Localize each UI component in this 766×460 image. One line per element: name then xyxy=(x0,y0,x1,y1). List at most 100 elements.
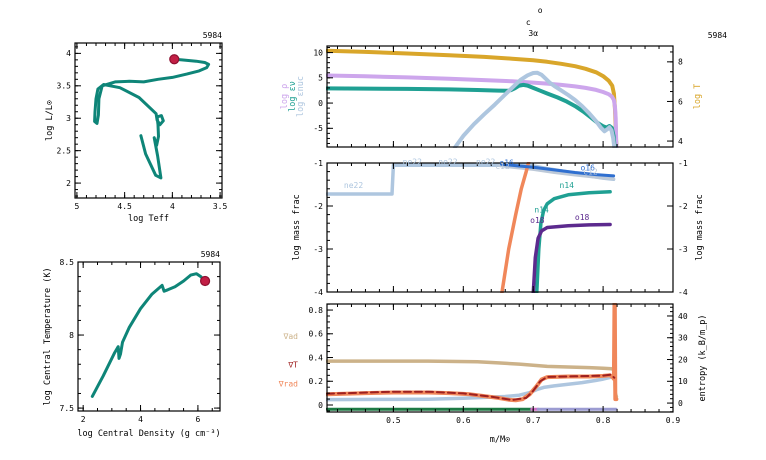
x-tick-label: 4 xyxy=(170,202,175,211)
x-tick-label: 0.8 xyxy=(596,416,611,425)
y-axis-label-1: log ρ xyxy=(280,84,290,110)
y-tick-label: 0.8 xyxy=(309,306,324,315)
p2-panel: -1 -2 -3 -4 -1 -2 -3 -4 log mass frac log mass fr… xyxy=(292,158,705,297)
y-tick-label: 3 xyxy=(66,114,71,123)
x-tick-label: 0.7 xyxy=(526,416,541,425)
y-tick-label: 7.5 xyxy=(60,404,75,413)
gradient-label: ∇ad xyxy=(283,332,299,341)
x-axis-label: m/M⊙ xyxy=(490,435,510,445)
curve-label-c12: c12 xyxy=(495,162,510,171)
y-tick-label: -4 xyxy=(313,288,323,297)
model-number: 5984 xyxy=(203,31,222,40)
y-tick-label: -5 xyxy=(313,124,323,133)
y-tick-label: 4 xyxy=(66,49,71,58)
y-axis-label-3: log εnuc xyxy=(296,76,306,117)
y-tick-label: 0.6 xyxy=(309,330,324,339)
p3-panel: 0.5 0.6 0.7 0.8 0.9 0 0.2 0.4 0.6 0.8 0 10 20 30 40 ent… xyxy=(278,303,708,445)
curve-label-o18: o18 xyxy=(530,216,545,225)
series-log-rho xyxy=(326,73,619,148)
y2-axis-label: log mass frac xyxy=(695,194,705,261)
axes-frame xyxy=(326,45,674,148)
curve-label-ne22: ne22 xyxy=(344,181,363,190)
y-tick-label: 0.2 xyxy=(309,377,324,386)
y2-axis-label: entropy (k_B/m_p) xyxy=(698,315,708,402)
x-tick-label: 4 xyxy=(138,415,143,424)
p3-plot-area xyxy=(326,303,619,411)
x-tick-label: 5 xyxy=(74,202,79,211)
y-tick-label: 2 xyxy=(66,179,71,188)
series-log-eps-nu xyxy=(326,82,617,148)
curve-label-n14: n14 xyxy=(534,205,549,214)
gradient-label: ∇rad xyxy=(278,379,298,388)
series-h1 xyxy=(500,162,531,293)
curve-label-o18: o18 xyxy=(575,213,590,222)
y2-tick-label: 0 xyxy=(678,399,683,408)
curve-label-o16: o16 xyxy=(580,164,595,173)
axes-frame xyxy=(74,42,223,199)
series-grad-T xyxy=(326,373,616,401)
series-c12 xyxy=(498,164,616,181)
axes-frame xyxy=(77,261,221,412)
y-tick-label: -3 xyxy=(313,245,323,254)
y-axis-label: log mass frac xyxy=(292,194,302,261)
y-tick-label: 0 xyxy=(318,99,323,108)
current-model-marker xyxy=(199,275,211,287)
axes-frame xyxy=(326,162,674,293)
burn-marker-3α: 3α xyxy=(528,29,538,38)
x-tick-label: 0.6 xyxy=(456,416,471,425)
y-tick-label: 0 xyxy=(318,401,323,410)
gradient-label: ∇T xyxy=(287,360,298,369)
y2-tick-label: -3 xyxy=(678,245,688,254)
burn-marker-o: o xyxy=(538,6,543,15)
curve-label-c12: c12 xyxy=(583,168,598,177)
curve-label-ne22: ne22 xyxy=(403,158,422,167)
series-central-conditions-track xyxy=(90,272,206,398)
x-axis-label: log Teff xyxy=(128,214,169,224)
rho-panel: 2 4 6 7.5 8 8.5 log Central Temperature (K) log… xyxy=(43,250,221,439)
y2-tick-label: -4 xyxy=(678,288,688,297)
x-tick-label: 6 xyxy=(195,415,200,424)
current-model-marker xyxy=(169,54,180,65)
model-number: 5984 xyxy=(708,31,727,40)
curve-label-n14: n14 xyxy=(560,181,575,190)
y-tick-label: 0.4 xyxy=(309,353,324,362)
p1-plot-area xyxy=(326,48,619,148)
y2-tick-label: 8 xyxy=(678,58,683,67)
rho-plot-area xyxy=(90,272,206,398)
hr-plot-area xyxy=(93,57,211,180)
y2-tick-label: 6 xyxy=(678,97,683,106)
y2-tick-label: 4 xyxy=(678,137,683,146)
y2-tick-label: 10 xyxy=(678,377,688,386)
y2-axis-label: log T xyxy=(693,84,703,110)
burn-marker-c: c xyxy=(526,18,531,27)
y2-tick-label: -2 xyxy=(678,202,688,211)
y-axis-label-2: log εν xyxy=(288,81,298,112)
y-tick-label: 8.5 xyxy=(60,258,75,267)
y2-tick-label: 20 xyxy=(678,355,688,364)
y-tick-label: 2.5 xyxy=(57,146,72,155)
y-axis-label: log L/L⊙ xyxy=(45,100,55,141)
x-tick-label: 3.5 xyxy=(213,202,228,211)
y-tick-label: 8 xyxy=(69,331,74,340)
model-number: 5984 xyxy=(201,250,220,259)
series-o18 xyxy=(531,222,612,293)
hr-panel: 5 4.5 4 3.5 2 2.5 3 3.5 4 log L/L⊙ log Teff 5984 xyxy=(45,31,227,224)
y2-tick-label: -1 xyxy=(678,159,688,168)
y2-tick-label: 40 xyxy=(678,312,688,321)
series-hr-track xyxy=(93,57,211,180)
series-log-eps-nuc xyxy=(452,70,617,148)
y-tick-label: -2 xyxy=(313,202,323,211)
x-axis-label: log Central Density (g cm⁻³) xyxy=(77,429,220,439)
y2-tick-label: 30 xyxy=(678,334,688,343)
y-tick-label: 10 xyxy=(313,48,323,57)
y-tick-label: -1 xyxy=(313,159,323,168)
x-tick-label: 0.9 xyxy=(666,416,681,425)
curve-label-ne22: ne22 xyxy=(438,158,457,167)
y-tick-label: 5 xyxy=(318,74,323,83)
curve-label-ne22: ne22 xyxy=(476,158,495,167)
y-axis-label: log Central Temperature (K) xyxy=(43,267,53,405)
curve-label-o16: o16 xyxy=(499,159,514,168)
